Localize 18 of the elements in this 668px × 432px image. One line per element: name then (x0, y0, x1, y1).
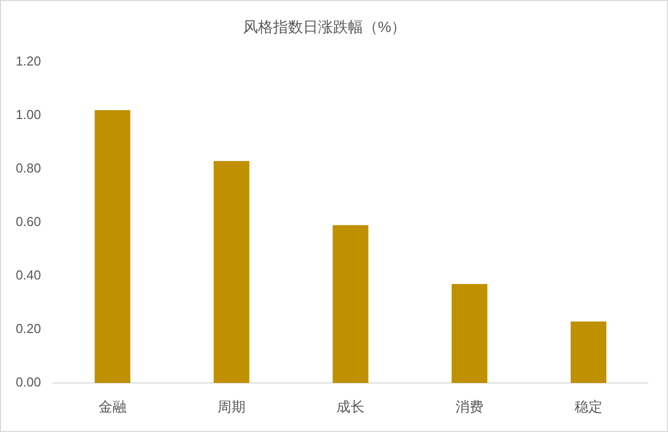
y-tick-label: 1.20 (16, 54, 41, 69)
chart-title: 风格指数日涨跌幅（%） (242, 19, 406, 36)
bar (452, 284, 488, 383)
bar (214, 160, 250, 383)
x-tick-label: 稳定 (574, 398, 602, 414)
bar (94, 110, 130, 383)
x-tick-label: 金融 (98, 398, 126, 414)
y-tick-label: 1.00 (16, 107, 41, 122)
x-tick-label: 周期 (218, 398, 246, 414)
y-tick-label: 0.80 (16, 160, 41, 176)
y-tick-label: 0.00 (16, 374, 41, 390)
y-tick-label: 0.60 (16, 214, 41, 230)
x-tick-label: 成长 (336, 398, 364, 414)
y-tick-label: 0.20 (16, 321, 41, 336)
y-tick-label: 0.40 (16, 268, 41, 283)
x-tick-label: 消费 (456, 398, 484, 414)
bar (332, 225, 368, 383)
bar (570, 321, 606, 383)
